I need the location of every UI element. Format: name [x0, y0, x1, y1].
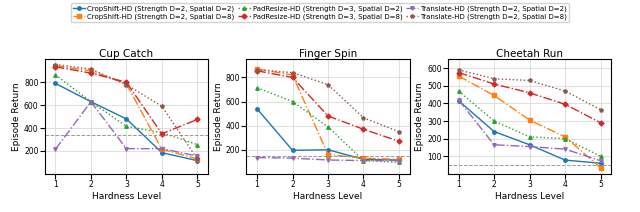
Legend: CropShift-HD (Strength D=2, Spatial D=2), CropShift-HD (Strength D=2, Spatial D=: CropShift-HD (Strength D=2, Spatial D=2)…	[70, 3, 570, 22]
Title: Cheetah Run: Cheetah Run	[496, 49, 563, 59]
Title: Finger Spin: Finger Spin	[299, 49, 357, 59]
Y-axis label: Episode Return: Episode Return	[12, 82, 21, 151]
Y-axis label: Episode Return: Episode Return	[214, 82, 223, 151]
X-axis label: Hardness Level: Hardness Level	[92, 192, 161, 201]
Y-axis label: Episode Return: Episode Return	[415, 82, 424, 151]
X-axis label: Hardness Level: Hardness Level	[293, 192, 363, 201]
X-axis label: Hardness Level: Hardness Level	[495, 192, 564, 201]
Title: Cup Catch: Cup Catch	[99, 49, 154, 59]
